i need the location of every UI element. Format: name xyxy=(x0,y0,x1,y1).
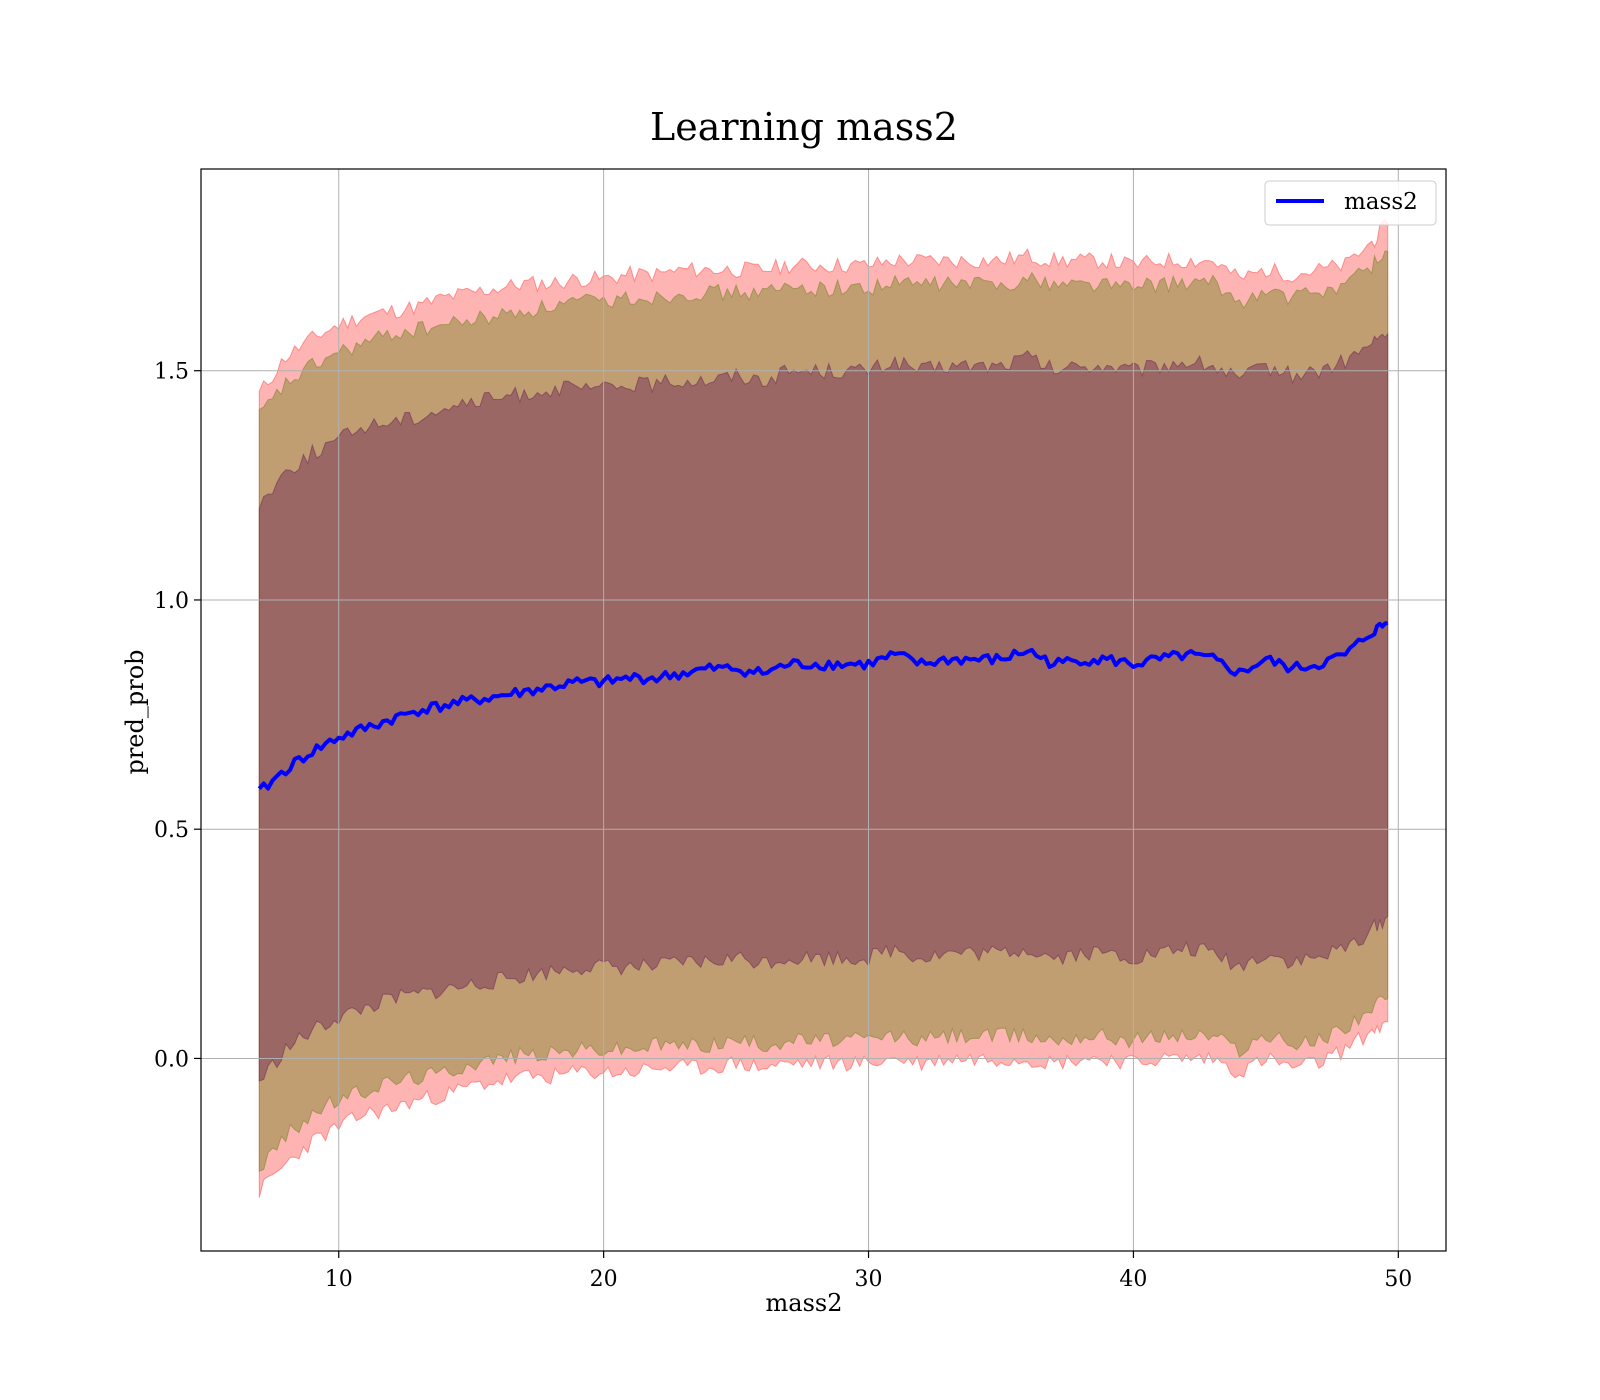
x-tick-label: 20 xyxy=(590,1267,618,1292)
x-tick-label: 50 xyxy=(1384,1267,1412,1292)
x-axis-label: mass2 xyxy=(766,1289,843,1317)
confidence-band-3 xyxy=(258,332,1389,1082)
x-tick-label: 30 xyxy=(855,1267,883,1292)
y-tick-label: 1.0 xyxy=(154,589,189,614)
y-tick-label: 1.5 xyxy=(154,360,189,385)
y-axis-label: pred_prob xyxy=(121,649,149,774)
series-lines xyxy=(257,620,1389,791)
x-axis-ticks: 10 20 30 40 50 xyxy=(325,1251,1412,1292)
grid xyxy=(201,169,1446,1251)
x-tick-label: 40 xyxy=(1119,1267,1147,1292)
series-line-mass2 xyxy=(257,620,1389,791)
y-tick-label: 0.0 xyxy=(154,1047,189,1072)
plot-area-frame xyxy=(200,168,1447,1252)
legend: mass2 xyxy=(1264,180,1437,226)
chart-title: Learning mass2 xyxy=(650,105,958,149)
confidence-bands xyxy=(258,218,1389,1198)
x-tick-label: 10 xyxy=(325,1267,353,1292)
y-axis-ticks: 0.0 0.5 1.0 1.5 xyxy=(154,360,201,1072)
legend-box xyxy=(1264,180,1437,226)
legend-label-mass2: mass2 xyxy=(1344,189,1418,215)
y-tick-label: 0.5 xyxy=(154,818,189,843)
